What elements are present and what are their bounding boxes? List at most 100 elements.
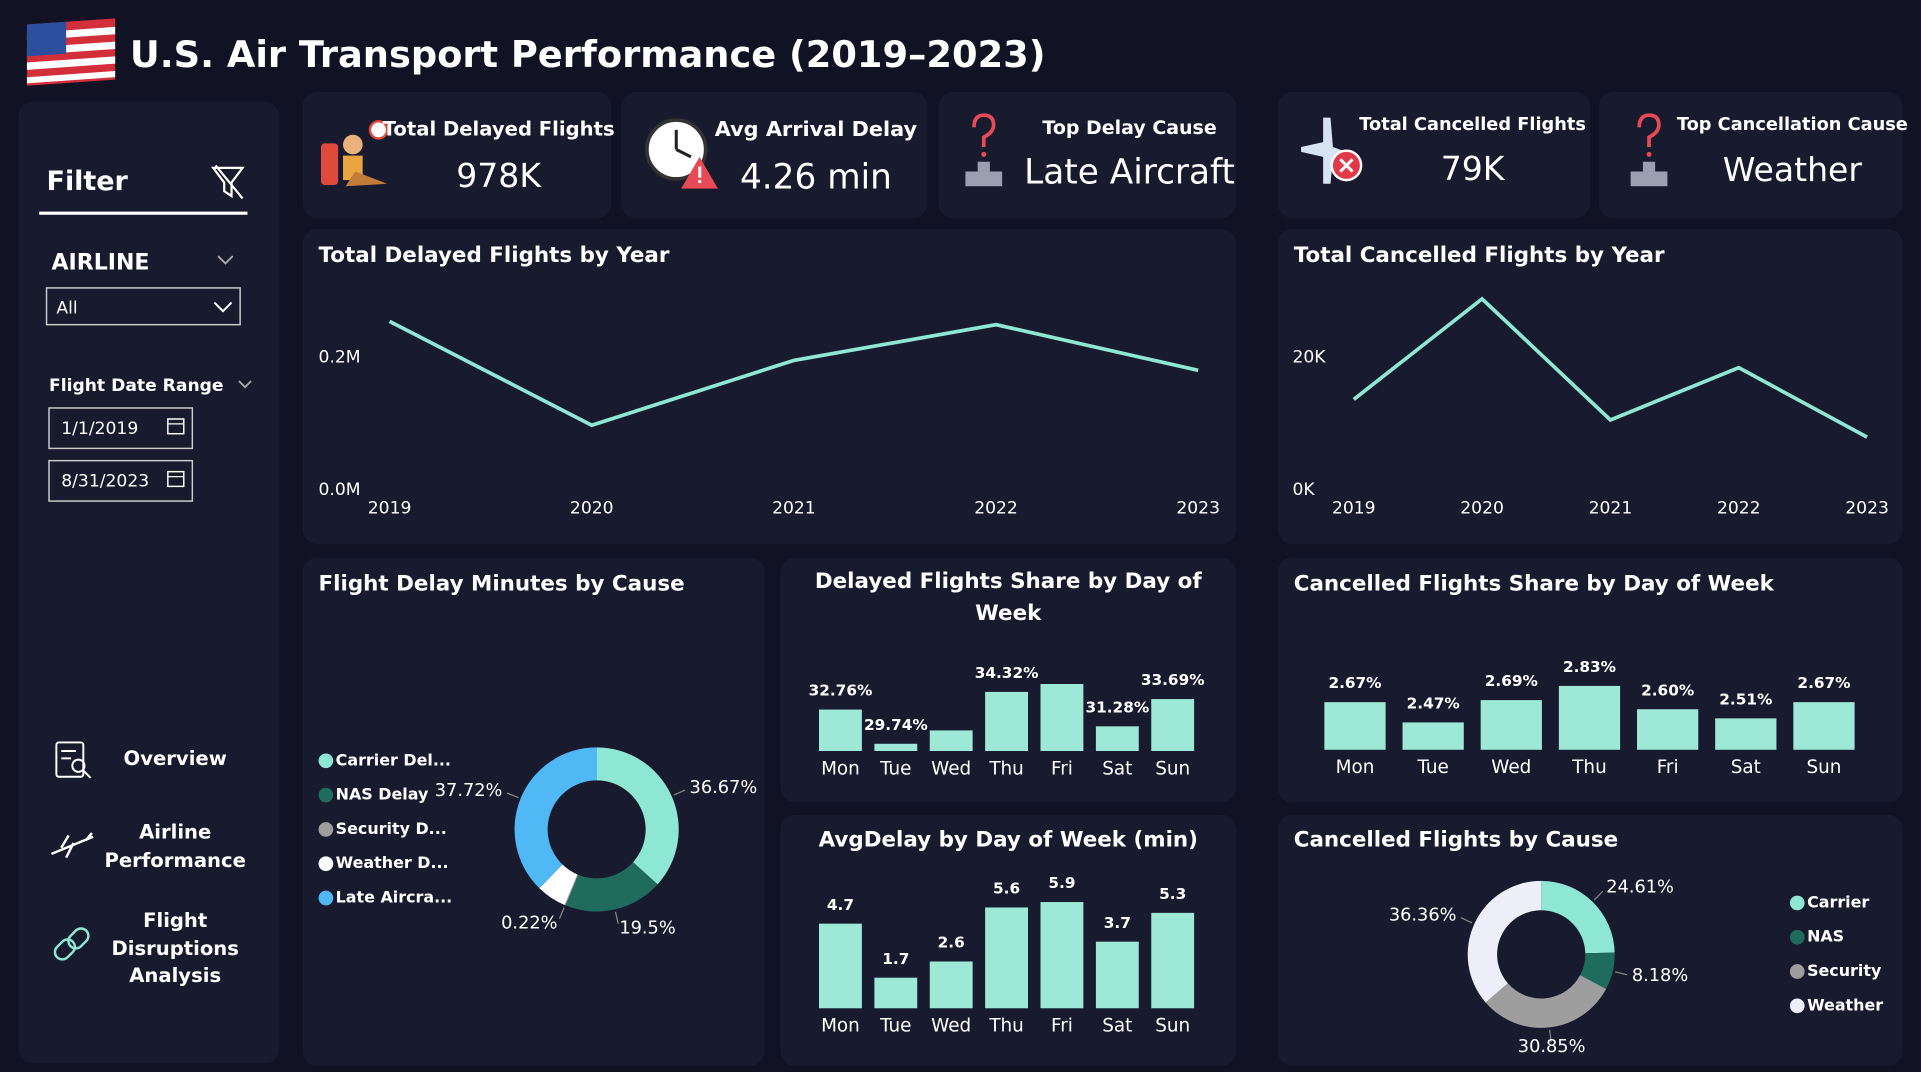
- kpi-label: Total Delayed Flights: [383, 117, 615, 140]
- x-tick-label: 2022: [1717, 498, 1761, 518]
- data-label: 5.9: [1048, 874, 1075, 892]
- flag-icon: [26, 18, 116, 86]
- bar: [1095, 726, 1139, 752]
- legend-marker: [1789, 998, 1805, 1014]
- overview-icon[interactable]: [55, 741, 92, 779]
- x-tick-label: Mon: [821, 1016, 860, 1037]
- data-label: 33.69%: [1141, 671, 1205, 689]
- x-tick-label: Sun: [1155, 1016, 1190, 1037]
- x-tick-label: Tue: [879, 1016, 911, 1037]
- leader-line: [506, 792, 519, 799]
- data-label: 2.47%: [1407, 695, 1460, 713]
- chart-title: Flight Delay Minutes by Cause: [319, 571, 685, 596]
- legend-label: Late Aircra...: [336, 888, 453, 907]
- chart-title: AvgDelay by Day of Week (min): [819, 827, 1198, 852]
- delayed-icon: [320, 120, 389, 187]
- collapse-icon[interactable]: [217, 255, 234, 265]
- chart-panel: [1277, 229, 1903, 544]
- data-label: 30.85%: [1518, 1037, 1586, 1057]
- donut-slice: [1485, 975, 1607, 1028]
- bar: [818, 923, 862, 1009]
- x-tick-label: Thu: [988, 1016, 1024, 1037]
- x-tick-label: Wed: [1491, 757, 1531, 778]
- bar: [929, 961, 973, 1009]
- line: [1352, 296, 1868, 439]
- filter-title: Filter: [47, 166, 129, 197]
- nav-item[interactable]: Overview: [124, 747, 227, 770]
- data-label: 24.61%: [1606, 878, 1674, 898]
- disruptions-icon[interactable]: [52, 925, 91, 962]
- legend-label: Weather D...: [336, 853, 449, 872]
- data-label: 2.67%: [1797, 674, 1850, 692]
- kpi-value: 79K: [1441, 149, 1506, 188]
- page-title: U.S. Air Transport Performance (2019–202…: [130, 33, 1046, 76]
- leader-line: [558, 907, 565, 920]
- legend-marker: [318, 822, 334, 837]
- nav-item[interactable]: Flight: [143, 909, 207, 932]
- bar: [1324, 702, 1386, 750]
- airline-icon[interactable]: [50, 832, 94, 859]
- sidebar: [18, 101, 280, 1064]
- x-tick-label: Fri: [1051, 758, 1073, 779]
- collapse-icon[interactable]: [238, 380, 252, 389]
- bar: [1151, 912, 1195, 1009]
- data-label: 8.18%: [1632, 966, 1688, 986]
- legend-label: Weather: [1807, 995, 1883, 1014]
- x-tick-label: 2021: [1589, 498, 1633, 518]
- date-start-input[interactable]: [48, 407, 194, 450]
- date-end-input[interactable]: [48, 459, 194, 502]
- data-label: 36.67%: [690, 778, 758, 798]
- legend-label: Security D...: [336, 819, 447, 838]
- kpi-value: 4.26 min: [740, 157, 892, 197]
- legend-marker: [1789, 895, 1805, 911]
- bar: [1480, 700, 1542, 750]
- clear-filter-button[interactable]: [210, 164, 245, 200]
- x-tick-label: Wed: [931, 758, 971, 779]
- bar: [874, 743, 918, 752]
- nav-item[interactable]: Disruptions: [111, 937, 238, 960]
- airline-dropdown[interactable]: [45, 287, 241, 326]
- date-start: 1/1/2019: [61, 419, 138, 439]
- bar: [985, 907, 1029, 1009]
- x-tick-label: Sat: [1102, 758, 1132, 779]
- x-tick-label: 2020: [1460, 498, 1504, 518]
- bar: [985, 691, 1029, 752]
- nav-item[interactable]: Analysis: [129, 964, 221, 987]
- legend-label: Carrier Del...: [336, 750, 451, 769]
- data-label: 4.7: [827, 896, 854, 914]
- nav-item[interactable]: Performance: [104, 849, 245, 872]
- chart-title: Total Cancelled Flights by Year: [1294, 243, 1665, 268]
- question-icon: [1630, 113, 1668, 187]
- chart-title-box: Delayed Flights Share by Day of Week: [814, 569, 1202, 627]
- leader-line: [1549, 1029, 1552, 1043]
- leader-line: [673, 789, 686, 796]
- leader-line: [1593, 890, 1604, 901]
- y-tick-label: 0K: [1293, 480, 1316, 500]
- data-label: 31.28%: [1085, 698, 1149, 716]
- donut-slice: [514, 747, 597, 889]
- data-label: 37.72%: [435, 781, 503, 801]
- data-label: 3.7: [1104, 914, 1131, 932]
- legend-label: NAS: [1807, 927, 1844, 946]
- x-tick-label: Sat: [1102, 1016, 1132, 1037]
- x-tick-label: 2023: [1176, 498, 1220, 518]
- chart-title: Delayed Flights Share by Day of Week: [814, 569, 1202, 627]
- cancelled-icon: [1301, 117, 1363, 184]
- x-tick-label: 2023: [1845, 498, 1889, 518]
- y-tick-label: 20K: [1293, 348, 1327, 368]
- nav-item[interactable]: Airline: [139, 821, 211, 844]
- legend-label: Carrier: [1807, 892, 1869, 911]
- kpi-card: [1598, 91, 1903, 219]
- airline-value: All: [56, 299, 77, 319]
- donut-slice: [596, 747, 679, 885]
- legend-marker: [1789, 929, 1805, 945]
- leader-line: [1460, 917, 1473, 924]
- x-tick-label: Mon: [821, 758, 860, 779]
- x-tick-label: Fri: [1051, 1016, 1073, 1037]
- bar: [1793, 702, 1855, 750]
- data-label: 2.67%: [1328, 674, 1381, 692]
- x-tick-label: 2022: [974, 498, 1018, 518]
- data-label: 19.5%: [619, 919, 675, 939]
- kpi-value: Weather: [1723, 150, 1863, 189]
